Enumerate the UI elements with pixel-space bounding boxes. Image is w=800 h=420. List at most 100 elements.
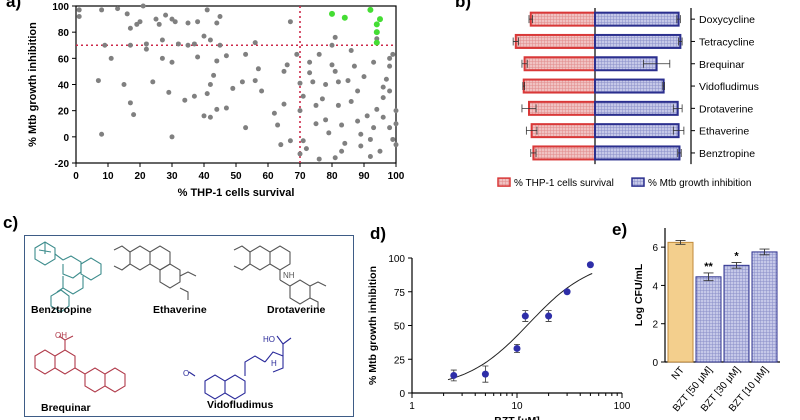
panel-b-letter: b) bbox=[455, 0, 472, 11]
chart-b-bar-survival bbox=[530, 123, 596, 139]
chart-e-ytick-label: 4 bbox=[652, 281, 658, 292]
chart-a-highlight-point bbox=[373, 39, 380, 46]
chart-b-errorbar-survival bbox=[525, 126, 538, 135]
chart-a-point bbox=[364, 113, 370, 119]
chart-a-point bbox=[380, 95, 386, 101]
chart-a-point bbox=[99, 131, 105, 137]
chart-a-point bbox=[214, 20, 220, 26]
chart-e-category-label: NT bbox=[670, 365, 687, 382]
chart-a-point bbox=[387, 125, 393, 131]
chart-b-errorbar-inhibition bbox=[676, 15, 681, 24]
structures-drawing: OH NH HO O H bbox=[34, 241, 327, 400]
chart-d-ytick-label: 50 bbox=[394, 322, 406, 333]
chart-a-point bbox=[387, 88, 393, 94]
chart-b-errorbar-survival bbox=[521, 59, 528, 68]
chart-b-errorbar-inhibition bbox=[662, 82, 665, 91]
structure-label-brequinar: Brequinar bbox=[41, 402, 91, 414]
chart-b-errorbar-survival bbox=[530, 148, 537, 157]
chart-a-point bbox=[387, 63, 393, 69]
chart-a-point bbox=[172, 19, 178, 25]
chart-a-point bbox=[313, 102, 319, 108]
chart-d-xtick-label: 10 bbox=[511, 401, 523, 412]
chart-e-ytick-label: 0 bbox=[652, 358, 658, 369]
chart-a-point bbox=[201, 33, 207, 39]
chart-a-highlight-point bbox=[329, 10, 335, 17]
chart-a-ylabel: % Mtb growth inhibition bbox=[27, 22, 39, 147]
chart-a-point bbox=[217, 13, 223, 19]
chart-a-point bbox=[185, 20, 191, 26]
chart-a-point bbox=[255, 66, 261, 72]
panel-c-letter: c) bbox=[3, 213, 19, 232]
chart-a-point bbox=[300, 93, 306, 99]
chart-b-errorbar-inhibition bbox=[672, 126, 685, 135]
chart-a-point bbox=[393, 142, 399, 148]
chart-e-ytick-label: 2 bbox=[652, 320, 658, 331]
chart-a-point bbox=[211, 72, 217, 78]
chart-a-point bbox=[335, 79, 341, 85]
chart-a-point bbox=[351, 63, 357, 69]
chart-a-point bbox=[342, 140, 348, 146]
chart-a-point bbox=[332, 34, 338, 40]
panel-a-letter: a) bbox=[6, 0, 22, 11]
chart-a-point bbox=[339, 122, 345, 128]
chart-e-bar bbox=[723, 264, 750, 363]
chart-a-point bbox=[297, 151, 303, 157]
chart-d-point bbox=[586, 261, 594, 269]
chart-a-point bbox=[169, 134, 175, 140]
structure-label-benztropine: Benztropine bbox=[31, 304, 92, 316]
chart-a-point bbox=[377, 148, 383, 154]
chart-a-point bbox=[127, 42, 133, 48]
chart-b-errorbar-inhibition bbox=[677, 148, 682, 157]
chart-a-xtick-label: 100 bbox=[388, 171, 405, 182]
ethaverine-structure bbox=[113, 245, 197, 300]
chart-e-ytick-label: 6 bbox=[652, 243, 658, 254]
chart-a-point bbox=[348, 99, 354, 105]
panel-e-letter: e) bbox=[612, 220, 628, 239]
chart-a-xtick-label: 40 bbox=[198, 171, 210, 182]
chart-a-point bbox=[383, 76, 389, 82]
chart-b-bar-survival bbox=[523, 56, 596, 72]
chart-d-point bbox=[481, 370, 489, 378]
chart-a-point bbox=[367, 153, 373, 159]
chart-a-point bbox=[252, 78, 258, 84]
chart-b-bar-survival bbox=[522, 78, 596, 94]
chart-a-highlight-point bbox=[373, 29, 380, 36]
chart-d-point bbox=[450, 371, 458, 379]
chart-a-ytick-label: 80 bbox=[58, 28, 70, 39]
chart-a-point bbox=[355, 88, 361, 94]
chart-a-point bbox=[76, 13, 82, 19]
chart-a-point bbox=[191, 41, 197, 47]
chart-a-point bbox=[380, 84, 386, 90]
chart-a-point bbox=[137, 19, 143, 25]
brequinar-oh-label: OH bbox=[55, 331, 67, 340]
chart-a-xtick-label: 50 bbox=[230, 171, 242, 182]
chart-a-point bbox=[323, 117, 329, 123]
chart-d-xtick-label: 100 bbox=[614, 401, 631, 412]
chart-d-ytick-label: 75 bbox=[394, 288, 406, 299]
chart-a-point bbox=[297, 80, 303, 86]
chart-a-point bbox=[345, 78, 351, 84]
chart-e-significance: ** bbox=[704, 261, 713, 273]
chart-a-highlight-point bbox=[373, 21, 380, 28]
chart-d-point bbox=[545, 312, 553, 320]
vidofludimus-amide-label: H bbox=[271, 359, 277, 368]
chart-b-bar-survival bbox=[528, 100, 596, 116]
chart-a-point bbox=[316, 156, 322, 162]
chart-b-bar-survival bbox=[532, 145, 596, 161]
structure-label-vidofludimus: Vidofludimus bbox=[207, 399, 274, 411]
chart-a-xtick-label: 0 bbox=[73, 171, 79, 182]
chart-a-point bbox=[204, 91, 210, 97]
chart-a-point bbox=[131, 112, 137, 118]
chart-a-point bbox=[243, 51, 249, 57]
chart-a-point bbox=[159, 37, 165, 43]
chart-a-point bbox=[252, 40, 258, 46]
chart-b-legend-inhibition: % Mtb growth inhibition bbox=[648, 178, 751, 189]
chart-b-category-label: Doxycycline bbox=[699, 14, 755, 26]
chart-a-point bbox=[121, 82, 127, 87]
chart-b-bar-inhibition bbox=[594, 11, 680, 27]
chart-b-bar-inhibition bbox=[594, 33, 682, 49]
chart-b-category-label: Drotaverine bbox=[699, 103, 753, 115]
chart-a-point bbox=[127, 100, 133, 106]
